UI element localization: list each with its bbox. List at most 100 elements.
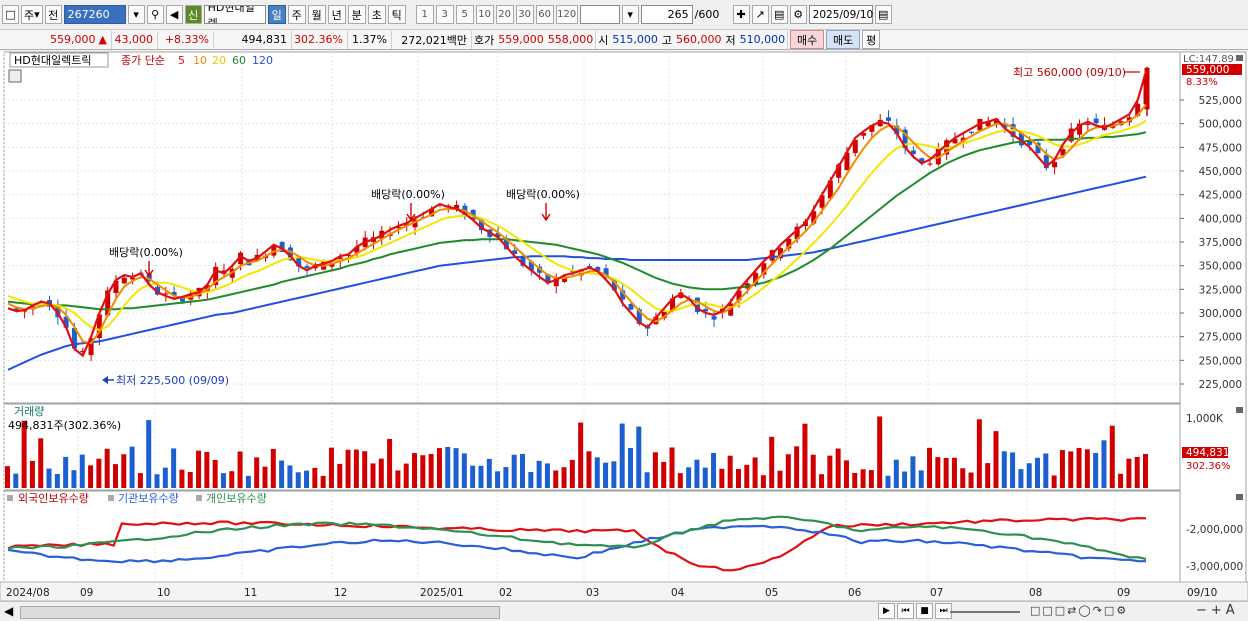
x-axis-area [0,581,1248,601]
count-input[interactable]: 265 [640,5,693,24]
scroll-left-icon[interactable]: ◀ [4,604,14,618]
stock-chart[interactable]: 525,000 500,000 475,000 450,000 425,000 400,0… [0,51,1248,601]
volume-bar [918,470,924,488]
volume-bar [5,466,10,488]
candle [620,290,626,300]
bottom-scrollbar[interactable]: ◀ ▶ ⏮ ■ ⏭ □□□⇄◯↷□⚙ −+A [0,601,1248,621]
interval-5[interactable]: 5 [455,5,474,24]
holdings-panel [3,490,1181,583]
candle [902,129,908,149]
chart-title: HD현대일렉트릭 [14,53,91,67]
table-icon[interactable] [8,69,22,83]
tab-month[interactable]: 월 [307,5,326,24]
volume-bar [420,455,426,488]
volume-bar [46,468,52,488]
volume-bar [511,454,517,488]
tab-minute[interactable]: 분 [347,5,366,24]
candle [736,290,742,301]
y-tick-label: 250,000 [1199,355,1242,367]
dropdown-icon[interactable]: ▾ [127,5,145,24]
price-panel-close-icon[interactable] [1236,55,1243,61]
date-input[interactable]: 2025/09/10 [808,5,873,24]
candle [429,208,435,217]
draw-tool-icon[interactable]: ↗ [751,5,769,24]
y-tick-label: 525,000 [1199,95,1242,107]
holdings-panel-close-icon[interactable] [1236,494,1243,500]
new-badge[interactable]: 신 [184,5,202,24]
save-icon[interactable]: ▤ [770,5,788,24]
stock-name-field[interactable]: HD현대일렉 [203,5,266,24]
volume-bar [943,457,949,488]
settings-icon[interactable]: ⚙ [789,5,807,24]
candle [545,274,551,284]
play-right-icon[interactable]: ▶ [878,603,895,619]
tool-icons[interactable]: □□□⇄◯↷□⚙ [1030,604,1129,617]
zoom-slider[interactable] [950,611,1020,613]
eval-button[interactable]: 평 [862,30,881,49]
interval-3[interactable]: 3 [435,5,454,24]
candle [1135,103,1141,116]
code-input[interactable]: 267260 [63,5,126,24]
interval-10[interactable]: 10 [475,5,494,24]
buy-button[interactable]: 매수 [790,30,825,49]
scroll-thumb[interactable] [20,606,500,619]
sell-button[interactable]: 매도 [826,30,861,49]
y-tick-label: 425,000 [1199,190,1242,202]
candle [852,139,858,154]
interval-30[interactable]: 30 [515,5,534,24]
tab-week[interactable]: 주 [287,5,306,24]
tab-year[interactable]: 년 [327,5,346,24]
candle [728,303,734,316]
volume-bar [445,446,451,488]
interval-1[interactable]: 1 [415,5,434,24]
individual-holdings-line [7,515,1147,561]
volume-bar [1076,447,1082,488]
volume-bar [395,470,401,488]
volume-bar [54,474,60,488]
tab-day[interactable]: 일 [267,5,286,24]
title-box[interactable] [9,52,109,68]
period-select[interactable]: 주 ▾ [21,5,43,24]
candle [885,117,891,121]
candle [71,327,77,349]
crosshair-icon[interactable]: ✚ [732,5,750,24]
volume-bar [79,454,85,488]
volume-bar [1035,457,1041,488]
ma-legend-5: 5 [178,54,185,67]
volume-bar [794,446,800,488]
interval-dropdown-icon[interactable]: ▾ [621,5,639,24]
interval-custom-input[interactable] [579,5,620,24]
forward-icon[interactable]: ⏭ [935,603,952,619]
calendar-icon[interactable]: ▤ [874,5,892,24]
interval-20[interactable]: 20 [495,5,514,24]
candle [1077,123,1083,135]
volume-tag-bg [1182,447,1228,458]
low-label: 저 [725,33,736,47]
candle [794,226,800,240]
volume-bar [279,460,285,488]
speaker-icon[interactable]: ◀ [165,5,183,24]
stop-icon[interactable]: ■ [916,603,933,619]
volume-bar [1101,440,1107,488]
tab-second[interactable]: 초 [367,5,386,24]
prev-button[interactable]: 전 [44,5,62,24]
volume-bar [353,449,359,488]
zoom-icons[interactable]: −+A [1196,603,1239,618]
dividend-annotation-3: 배당락(0.00%) [506,188,580,201]
volume-panel-close-icon[interactable] [1236,407,1243,413]
candle [595,267,601,271]
candle [1035,142,1041,154]
tab-tick[interactable]: 틱 [387,5,406,24]
interval-120[interactable]: 120 [555,5,578,24]
layout-icon[interactable]: □ [2,5,19,24]
volume-bar [345,449,351,488]
holdings-tick-2: -3,000,000 [1186,561,1243,573]
candle [238,252,244,265]
interval-60[interactable]: 60 [535,5,554,24]
search-icon[interactable]: ⚲ [146,5,164,24]
rewind-icon[interactable]: ⏮ [897,603,914,619]
candle [553,277,559,287]
x-tick-label: 08 [1029,587,1042,599]
volume-bar [727,455,733,488]
volume-bar [1126,458,1132,488]
